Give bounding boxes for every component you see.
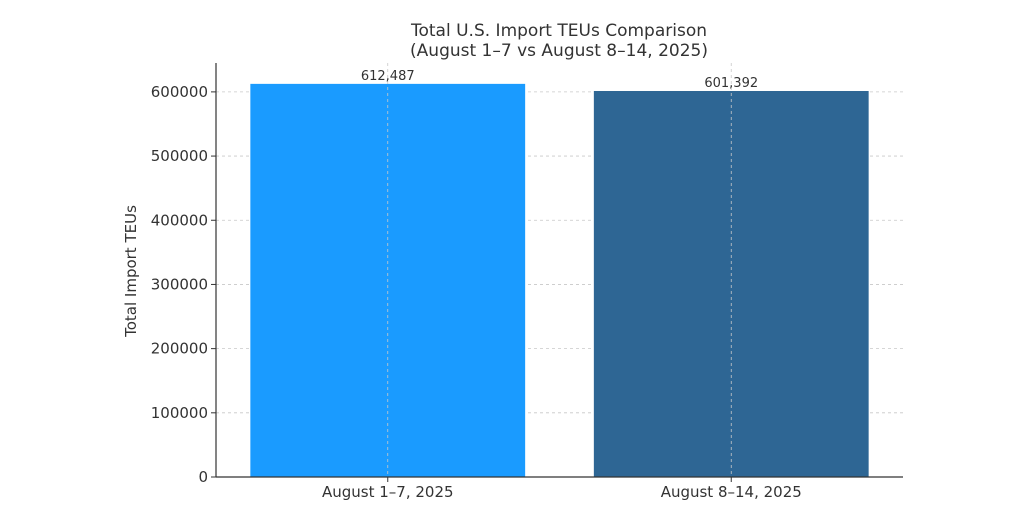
x-tick-label: August 8–14, 2025: [661, 483, 802, 501]
y-tick-label: 0: [198, 468, 208, 486]
chart-title: Total U.S. Import TEUs Comparison: [410, 21, 707, 41]
labels-layer: 0 100000 200000 300000 400000 500000 600000 Aug…: [151, 69, 802, 501]
y-tick-label: 400000: [151, 211, 208, 229]
y-tick-label: 300000: [151, 275, 208, 293]
y-tick-label: 100000: [151, 404, 208, 422]
axes-layer: [211, 63, 903, 482]
chart-subtitle: (August 1–7 vs August 8–14, 2025): [410, 41, 708, 61]
bars-layer: [250, 83, 869, 478]
x-tick-label: August 1–7, 2025: [322, 483, 454, 501]
vertical-grid-layer: [387, 63, 732, 477]
y-tick-label: 200000: [151, 340, 208, 358]
y-tick-label: 500000: [151, 147, 208, 165]
bar-value-label: 601,392: [704, 76, 758, 91]
y-axis-label: Total Import TEUs: [122, 205, 140, 338]
bar-value-label: 612,487: [361, 69, 415, 84]
y-tick-label: 600000: [151, 83, 208, 101]
